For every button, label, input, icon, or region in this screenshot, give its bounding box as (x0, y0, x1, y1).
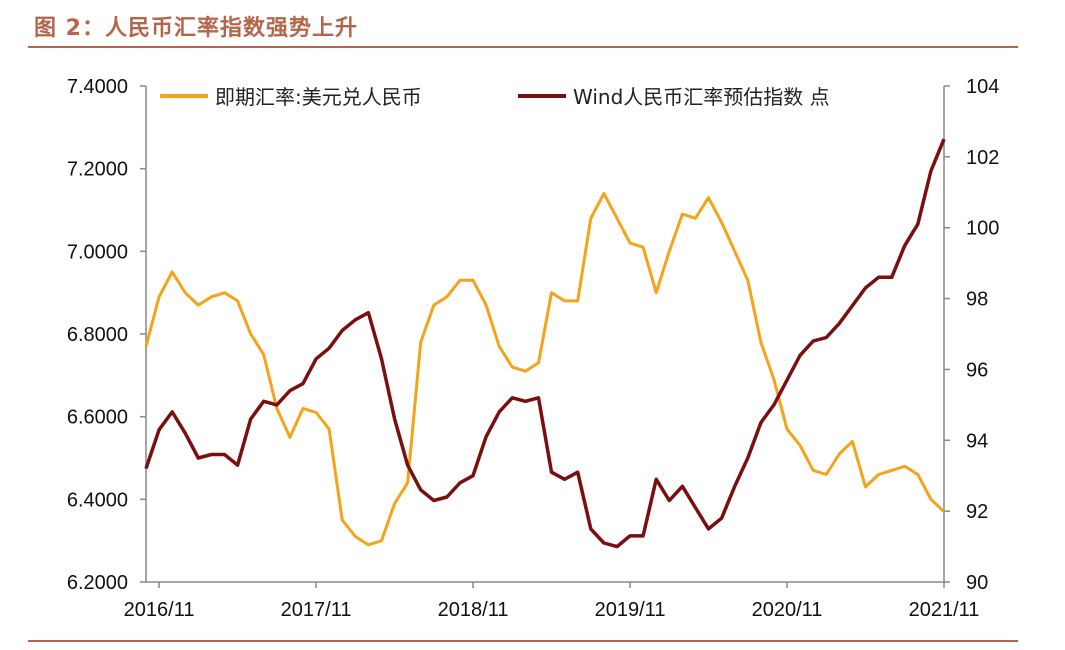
top-rule (28, 46, 1018, 48)
right-tick-label: 92 (966, 501, 988, 523)
right-tick-label: 94 (966, 430, 988, 452)
left-tick-label: 6.2000 (67, 572, 128, 594)
spot-rate-line (144, 192, 946, 547)
right-tick-label: 98 (966, 289, 988, 311)
right-axis-ticks: 104 102 100 98 96 94 92 90 (944, 76, 999, 594)
rmb-index-line (144, 138, 946, 549)
legend-label-spot: 即期汇率:美元兑人民币 (215, 85, 422, 109)
left-tick-label: 6.8000 (67, 324, 128, 346)
left-tick-label: 6.4000 (67, 489, 128, 511)
series-layer (144, 138, 946, 549)
x-tick-label: 2017/11 (281, 599, 352, 621)
right-tick-label: 102 (966, 147, 999, 169)
x-axis-ticks: 2016/11 2017/11 2018/11 2019/11 2020/11 2021/… (124, 582, 980, 621)
x-tick-label: 2020/11 (752, 599, 823, 621)
legend-label-index: Wind人民币汇率预估指数 点 (573, 85, 830, 109)
x-tick-label: 2016/11 (124, 599, 195, 621)
figure-title: 图 2：人民币汇率指数强势上升 (34, 16, 358, 41)
right-tick-label: 96 (966, 359, 988, 381)
left-axis-ticks: 7.4000 7.2000 7.0000 6.8000 6.6000 6.4000 6.20… (67, 76, 146, 594)
bottom-rule (28, 640, 1018, 642)
right-tick-label: 90 (966, 572, 988, 594)
right-tick-label: 100 (966, 218, 999, 240)
left-tick-label: 7.4000 (67, 76, 128, 98)
left-tick-label: 6.6000 (67, 407, 128, 429)
left-tick-label: 7.2000 (67, 159, 128, 181)
right-tick-label: 104 (966, 76, 999, 98)
x-tick-label: 2018/11 (438, 599, 509, 621)
x-tick-label: 2019/11 (595, 599, 666, 621)
x-tick-label: 2021/11 (909, 599, 980, 621)
legend: 即期汇率:美元兑人民币 Wind人民币汇率预估指数 点 (160, 85, 830, 109)
left-tick-label: 7.0000 (67, 241, 128, 263)
